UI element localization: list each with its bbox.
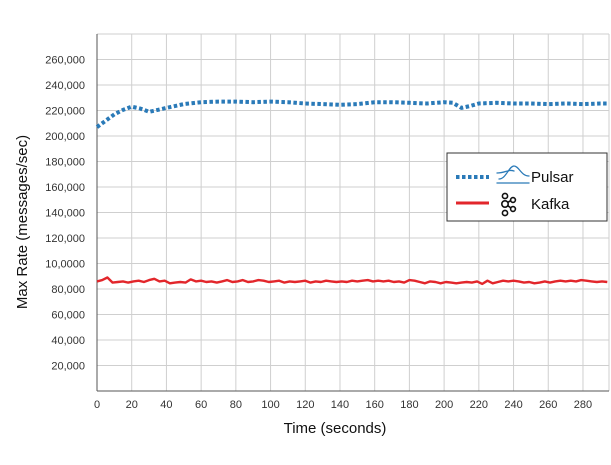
y-tick-label: 140,000 — [45, 208, 85, 220]
y-tick-label: 120,000 — [45, 233, 85, 245]
kafka-logo-icon — [500, 192, 517, 217]
x-tick-label: 0 — [94, 399, 100, 411]
x-tick-label: 60 — [195, 399, 207, 411]
y-tick-label: 40,000 — [51, 335, 85, 347]
y-axis-ticks: 20,000 40,000 60,000 80,000 10,0000 120,000 14… — [45, 55, 85, 373]
axes — [96, 34, 609, 392]
y-tick-label: 240,000 — [45, 80, 85, 92]
y-tick-label: 160,000 — [45, 182, 85, 194]
x-tick-label: 240 — [504, 399, 522, 411]
series-line-kafka — [96, 276, 608, 286]
series-line-pulsar — [95, 99, 609, 129]
x-tick-label: 100 — [261, 399, 279, 411]
x-tick-label: 200 — [435, 399, 453, 411]
legend-box — [446, 152, 608, 222]
legend-kafka-label: Kafka — [531, 196, 570, 213]
y-tick-label: 80,000 — [51, 284, 85, 296]
legend-pulsar-label: Pulsar — [531, 169, 574, 186]
x-tick-label: 260 — [539, 399, 557, 411]
y-tick-label: 260,000 — [45, 55, 85, 67]
x-tick-label: 120 — [296, 399, 314, 411]
x-axis-title: Time (seconds) — [284, 420, 387, 437]
x-tick-label: 20 — [126, 399, 138, 411]
y-axis-title: Max Rate (messages/sec) — [14, 135, 31, 309]
x-axis-ticks: 0 20 40 60 80 100 120 140 160 180 200 220 240 260 280 — [94, 399, 592, 411]
y-tick-label: 20,000 — [51, 361, 85, 373]
x-tick-label: 160 — [366, 399, 384, 411]
y-tick-label: 220,000 — [45, 106, 85, 118]
x-tick-label: 180 — [400, 399, 418, 411]
pulsar-logo-icon — [496, 165, 530, 184]
x-tick-label: 80 — [230, 399, 242, 411]
legend: Pulsar Kafka — [446, 152, 608, 222]
y-tick-label: 10,0000 — [45, 259, 85, 271]
y-tick-label: 180,000 — [45, 157, 85, 169]
x-tick-label: 220 — [470, 399, 488, 411]
y-tick-label: 200,000 — [45, 131, 85, 143]
x-tick-label: 140 — [331, 399, 349, 411]
x-tick-label: 280 — [574, 399, 592, 411]
series-layer — [95, 99, 609, 286]
y-tick-label: 60,000 — [51, 310, 85, 322]
x-tick-label: 40 — [160, 399, 172, 411]
